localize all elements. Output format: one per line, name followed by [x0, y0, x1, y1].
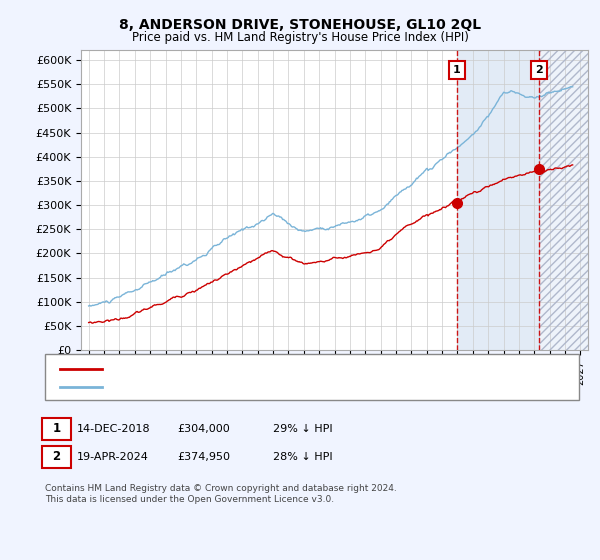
Text: 8, ANDERSON DRIVE, STONEHOUSE, GL10 2QL (detached house): 8, ANDERSON DRIVE, STONEHOUSE, GL10 2QL … [108, 363, 446, 374]
Bar [539, 50, 588, 350]
Text: 28% ↓ HPI: 28% ↓ HPI [273, 452, 332, 462]
Text: 8, ANDERSON DRIVE, STONEHOUSE, GL10 2QL: 8, ANDERSON DRIVE, STONEHOUSE, GL10 2QL [119, 18, 481, 32]
Bar [457, 50, 539, 350]
Text: Contains HM Land Registry data © Crown copyright and database right 2024.
This d: Contains HM Land Registry data © Crown c… [45, 484, 397, 504]
Text: 1: 1 [453, 65, 461, 74]
Text: 14-DEC-2018: 14-DEC-2018 [77, 424, 151, 434]
Text: HPI: Average price, detached house, Stroud: HPI: Average price, detached house, Stro… [108, 382, 335, 392]
Text: Price paid vs. HM Land Registry's House Price Index (HPI): Price paid vs. HM Land Registry's House … [131, 31, 469, 44]
Text: £304,000: £304,000 [177, 424, 230, 434]
Text: 19-APR-2024: 19-APR-2024 [77, 452, 149, 462]
Text: 2: 2 [535, 65, 543, 74]
Text: £374,950: £374,950 [177, 452, 230, 462]
Bar [539, 50, 588, 350]
Text: 2: 2 [52, 450, 61, 464]
Text: 29% ↓ HPI: 29% ↓ HPI [273, 424, 332, 434]
Text: 1: 1 [52, 422, 61, 436]
